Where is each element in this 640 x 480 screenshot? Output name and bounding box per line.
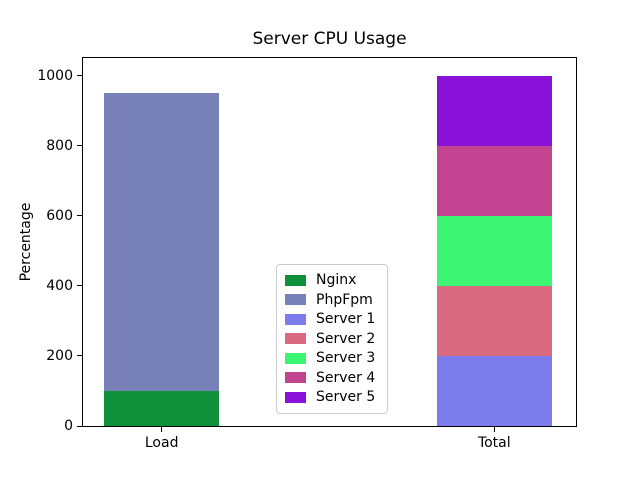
bar-segment-nginx xyxy=(103,390,220,426)
y-tick-mark xyxy=(77,75,82,77)
y-tick-mark xyxy=(77,145,82,147)
bar-segment-server-1 xyxy=(436,355,553,426)
legend-label: Server 2 xyxy=(316,330,376,347)
y-tick-label: 800 xyxy=(46,137,73,154)
y-tick-label: 600 xyxy=(46,207,73,224)
x-tick-label: Total xyxy=(477,435,511,451)
legend-item: Nginx xyxy=(285,271,375,291)
y-tick-mark xyxy=(77,285,82,287)
legend-swatch xyxy=(285,391,306,403)
y-tick-mark xyxy=(77,215,82,217)
legend-label: PhpFpm xyxy=(316,291,373,308)
legend-swatch xyxy=(285,333,306,345)
y-tick-label: 200 xyxy=(46,347,73,364)
legend-item: Server 2 xyxy=(285,329,375,349)
x-tick-mark xyxy=(161,427,163,432)
legend-label: Server 3 xyxy=(316,350,376,367)
legend-swatch xyxy=(285,372,306,384)
legend-label: Server 1 xyxy=(316,311,376,328)
legend-swatch xyxy=(285,294,306,306)
legend: Nginx PhpFpm Server 1 Server 2 Server 3 Serve… xyxy=(276,263,389,414)
x-tick-label: Load xyxy=(144,435,179,451)
bar-column-total xyxy=(436,58,553,426)
chart-title: Server CPU Usage xyxy=(252,29,407,49)
legend-label: Server 4 xyxy=(316,369,376,386)
legend-item: Server 5 xyxy=(285,388,375,408)
y-tick-label: 0 xyxy=(64,418,73,434)
legend-item: Server 4 xyxy=(285,368,375,388)
bar-segment-server-3 xyxy=(436,215,553,286)
y-axis-label: Percentage xyxy=(18,202,34,282)
y-tick-mark xyxy=(77,425,82,427)
legend-item: Server 1 xyxy=(285,310,375,330)
bar-segment-server-4 xyxy=(436,145,553,216)
legend-item: Server 3 xyxy=(285,349,375,369)
legend-swatch xyxy=(285,274,306,286)
legend-item: PhpFpm xyxy=(285,290,375,310)
bar-column-load xyxy=(103,58,220,426)
bar-segment-server-5 xyxy=(436,75,553,146)
bar-segment-phpfpm xyxy=(103,93,220,391)
x-tick-mark xyxy=(493,427,495,432)
legend-label: Nginx xyxy=(316,272,357,289)
y-tick-label: 400 xyxy=(46,277,73,294)
y-tick-label: 1000 xyxy=(37,67,73,84)
plot-area: Nginx PhpFpm Server 1 Server 2 Server 3 Serve… xyxy=(37,57,577,451)
bar-segment-server-2 xyxy=(436,285,553,356)
legend-swatch xyxy=(285,313,306,325)
legend-label: Server 5 xyxy=(316,389,376,406)
y-tick-mark xyxy=(77,355,82,357)
legend-swatch xyxy=(285,352,306,364)
